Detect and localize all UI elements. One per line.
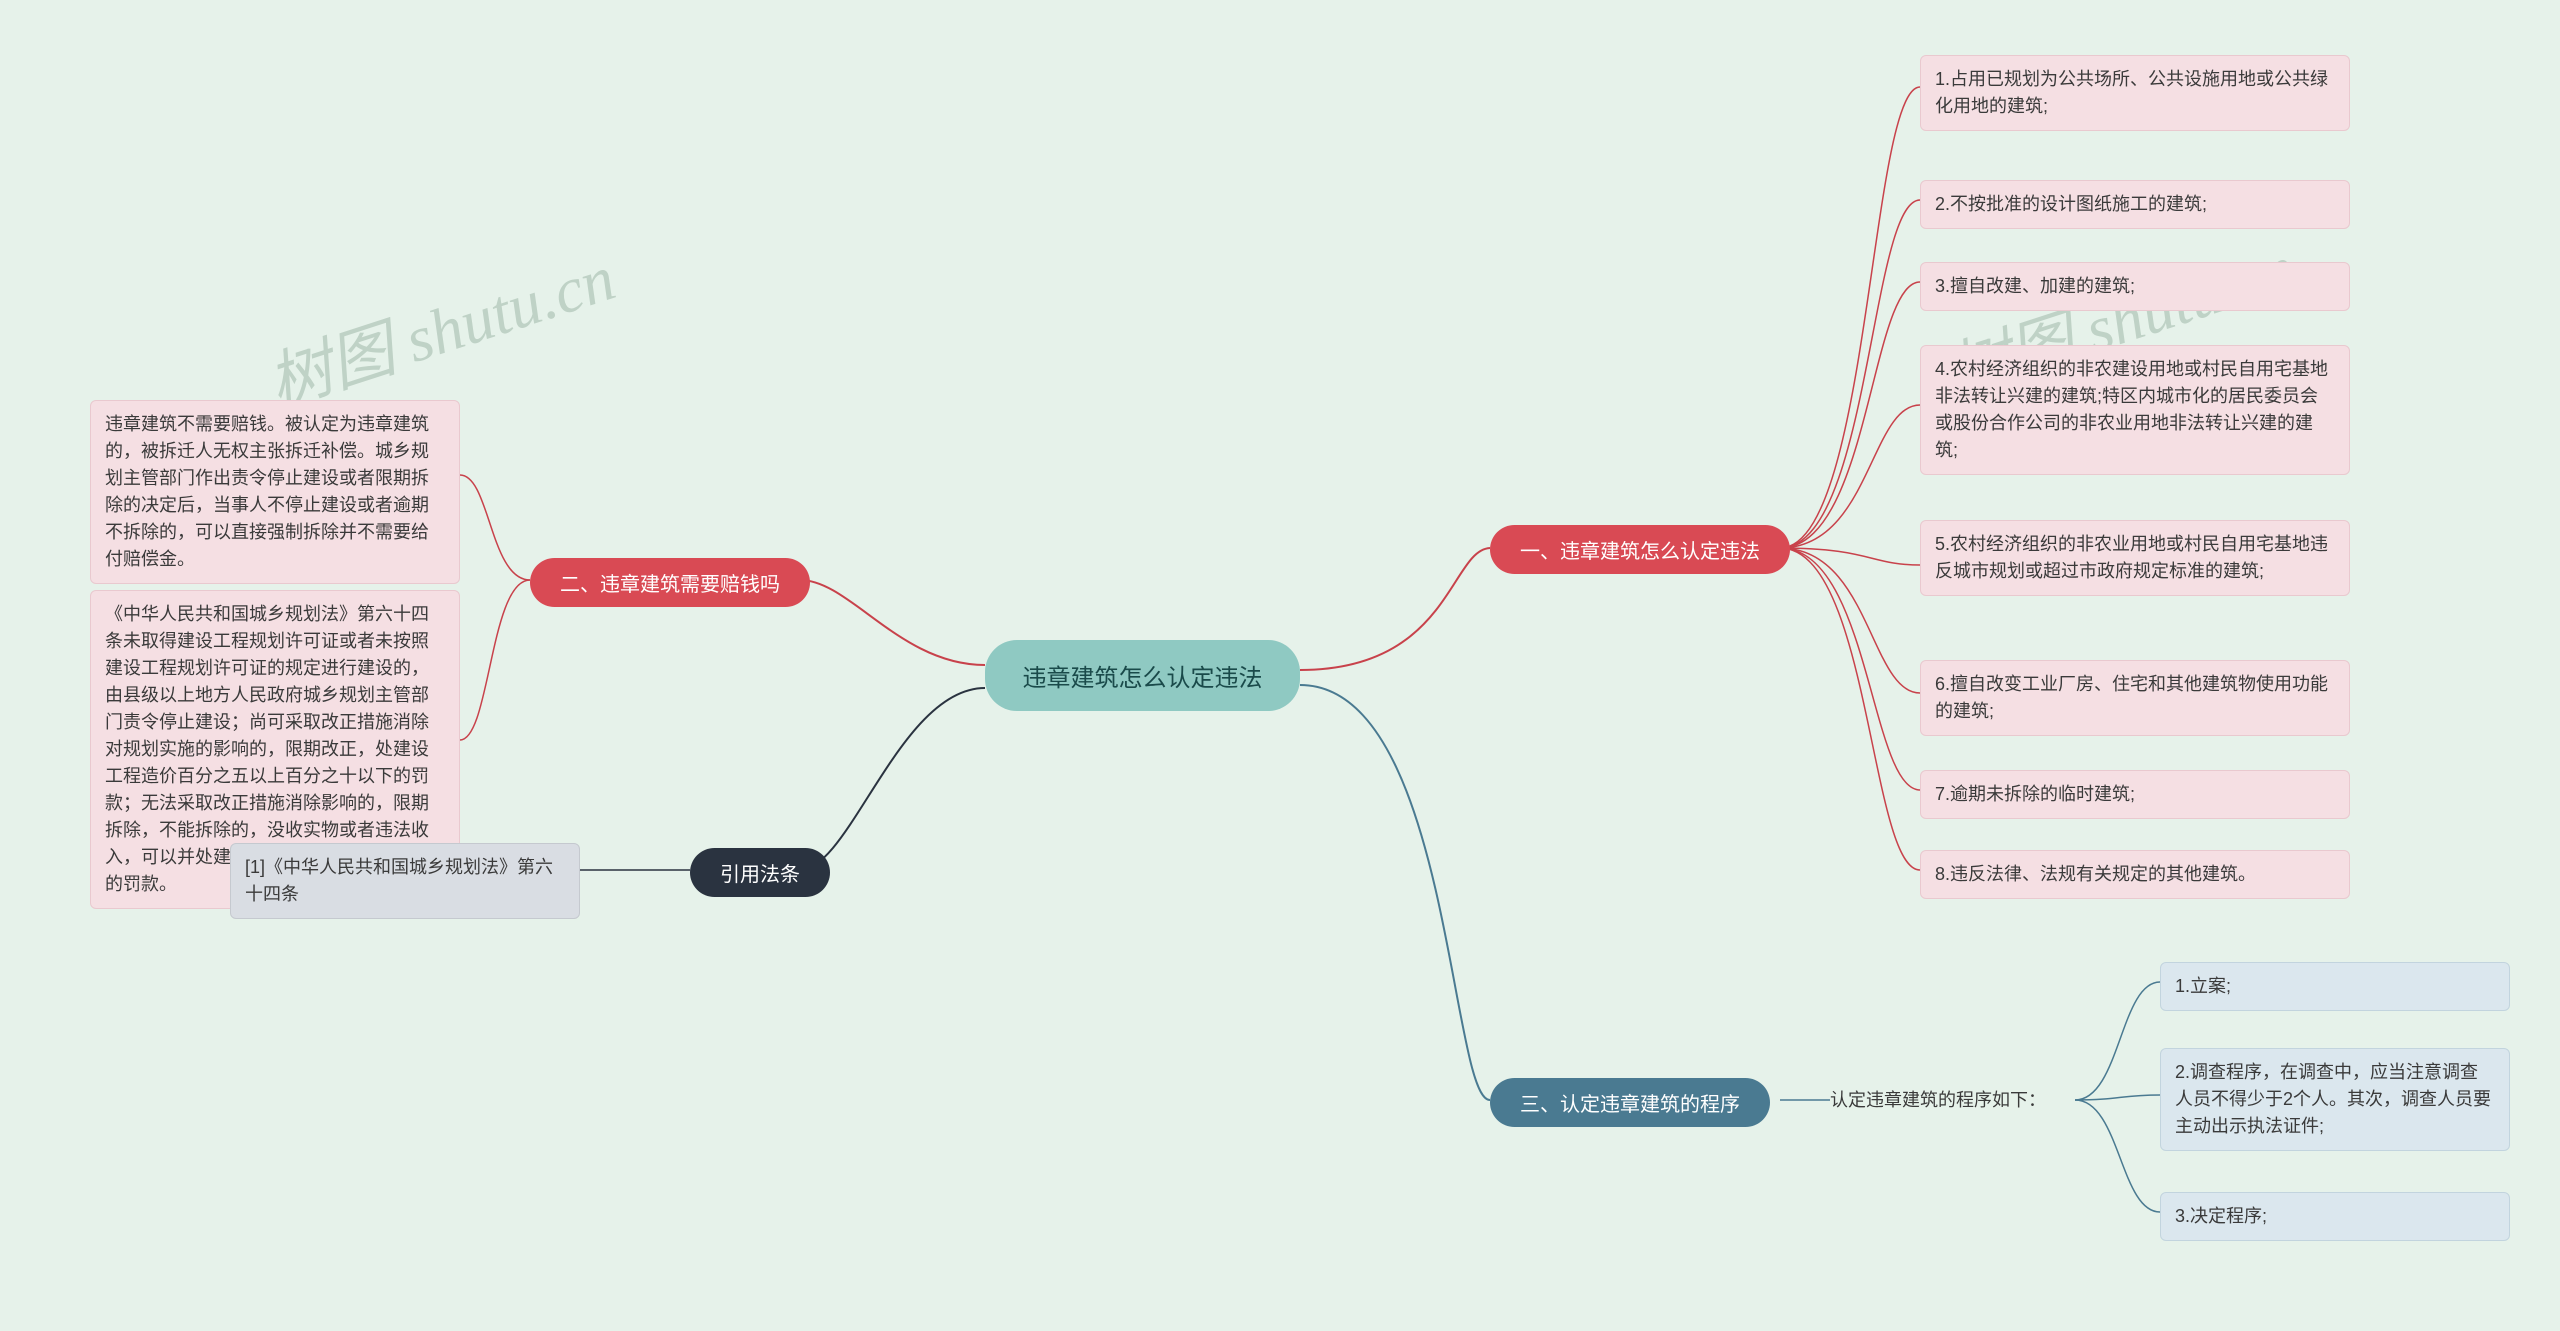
root-node[interactable]: 违章建筑怎么认定违法: [985, 640, 1300, 711]
branch-1-label: 一、违章建筑怎么认定违法: [1520, 535, 1760, 564]
branch-4[interactable]: 引用法条: [690, 848, 830, 897]
branch-1-leaf-4: 4.农村经济组织的非农建设用地或村民自用宅基地非法转让兴建的建筑;特区内城市化的…: [1920, 345, 2350, 475]
branch-1-leaf-3: 3.擅自改建、加建的建筑;: [1920, 262, 2350, 311]
branch-2-leaf-1: 违章建筑不需要赔钱。被认定为违章建筑的，被拆迁人无权主张拆迁补偿。城乡规划主管部…: [90, 400, 460, 584]
branch-1[interactable]: 一、违章建筑怎么认定违法: [1490, 525, 1790, 574]
branch-1-leaf-8: 8.违反法律、法规有关规定的其他建筑。: [1920, 850, 2350, 899]
branch-3-label: 三、认定违章建筑的程序: [1520, 1088, 1740, 1117]
branch-2-label: 二、违章建筑需要赔钱吗: [560, 568, 780, 597]
branch-1-leaf-5: 5.农村经济组织的非农业用地或村民自用宅基地违反城市规划或超过市政府规定标准的建…: [1920, 520, 2350, 596]
branch-3-leaf-1: 1.立案;: [2160, 962, 2510, 1011]
branch-3-mid: 认定违章建筑的程序如下：: [1830, 1086, 2075, 1112]
branch-2[interactable]: 二、违章建筑需要赔钱吗: [530, 558, 810, 607]
root-label: 违章建筑怎么认定违法: [1023, 658, 1263, 693]
branch-3-leaf-2: 2.调查程序，在调查中，应当注意调查人员不得少于2个人。其次，调查人员要主动出示…: [2160, 1048, 2510, 1151]
branch-4-label: 引用法条: [720, 858, 800, 887]
branch-3[interactable]: 三、认定违章建筑的程序: [1490, 1078, 1770, 1127]
branch-1-leaf-1: 1.占用已规划为公共场所、公共设施用地或公共绿化用地的建筑;: [1920, 55, 2350, 131]
branch-1-leaf-6: 6.擅自改变工业厂房、住宅和其他建筑物使用功能的建筑;: [1920, 660, 2350, 736]
branch-1-leaf-2: 2.不按批准的设计图纸施工的建筑;: [1920, 180, 2350, 229]
branch-1-leaf-7: 7.逾期未拆除的临时建筑;: [1920, 770, 2350, 819]
watermark: 树图 shutu.cn: [255, 227, 625, 425]
branch-4-leaf-1: [1]《中华人民共和国城乡规划法》第六十四条: [230, 843, 580, 919]
branch-3-leaf-3: 3.决定程序;: [2160, 1192, 2510, 1241]
